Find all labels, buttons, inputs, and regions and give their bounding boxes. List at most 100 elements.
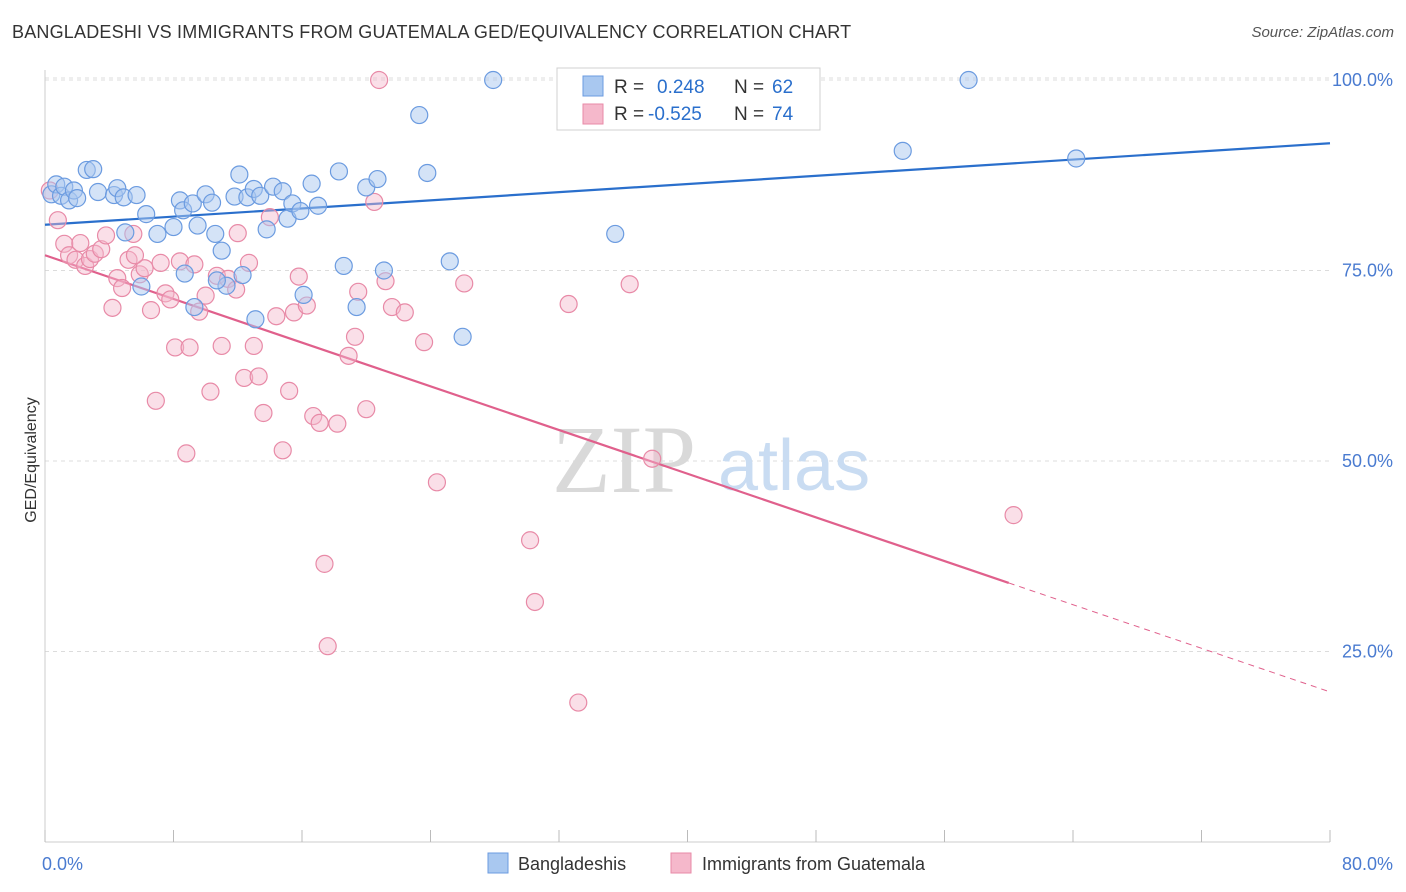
legend-swatch-pink (582, 103, 604, 125)
guatemala-point (569, 693, 588, 712)
bangladeshis-point (959, 70, 978, 90)
bangladeshis-point (257, 220, 276, 239)
bangladeshis-point (294, 285, 313, 304)
guatemala-point (141, 301, 161, 320)
guatemala-point (365, 192, 384, 212)
guatemala-point (427, 473, 447, 492)
series-bangladeshis-points (42, 70, 1086, 346)
bangladeshis-point (88, 182, 108, 202)
guatemala-point (112, 278, 132, 298)
guatemala-point (244, 336, 263, 356)
bangladeshis-point (175, 264, 194, 283)
y-tick-label: 75.0% (1342, 261, 1393, 281)
legend-r-label-1: R = (614, 77, 644, 98)
legend-n-label-2: N = (734, 104, 764, 125)
watermark: ZIP atlas (552, 406, 870, 513)
legend-n-value-2: 74 (772, 104, 794, 125)
bangladeshis-point (308, 196, 328, 215)
grid-lines (45, 77, 1330, 652)
guatemala-point (177, 444, 196, 463)
bangladeshis-point (302, 174, 321, 193)
bangladeshis-point (212, 241, 231, 260)
bangladeshis-point (246, 310, 265, 329)
bangladeshis-point (418, 163, 437, 183)
guatemala-point (318, 637, 337, 656)
guatemala-point (273, 441, 292, 460)
guatemala-point (254, 403, 273, 423)
guatemala-point (1004, 506, 1023, 525)
bangladeshis-point (188, 216, 207, 235)
trend-line (44, 142, 1331, 226)
legend-n-value-1: 62 (772, 77, 793, 98)
guatemala-point (289, 267, 308, 286)
legend-swatch-blue (582, 75, 604, 97)
guatemala-point (180, 338, 199, 357)
guatemala-point (156, 284, 175, 303)
bangladeshis-point (137, 205, 156, 224)
guatemala-point (520, 531, 540, 550)
guatemala-point (395, 303, 414, 322)
guatemala-point (212, 336, 231, 356)
stats-legend: R = 0.248 N = 62 R = -0.525 N = 74 (556, 67, 821, 131)
bangladeshis-point (1067, 149, 1086, 168)
y-axis-title: GED/Equivalency (23, 397, 40, 522)
guatemala-point (135, 259, 154, 278)
trend-line (1008, 582, 1331, 693)
guatemala-point (249, 367, 268, 386)
bangladeshis-point (148, 224, 167, 244)
bangladeshis-point (202, 193, 222, 212)
guatemala-point (66, 250, 85, 269)
x-tick-label: 80.0% (1342, 854, 1393, 874)
guatemala-point (525, 592, 545, 612)
legend-bangladeshis-swatch (487, 852, 509, 874)
bangladeshis-point (185, 297, 204, 317)
guatemala-point (349, 282, 368, 301)
series-legend: Bangladeshis Immigrants from Guatemala (487, 852, 926, 874)
guatemala-point (310, 413, 329, 432)
guatemala-point (96, 226, 116, 245)
guatemala-point (108, 269, 127, 288)
guatemala-point (370, 70, 389, 90)
legend-n-label-1: N = (734, 77, 764, 98)
guatemala-point (125, 246, 145, 265)
bangladeshis-point (127, 185, 146, 205)
legend-r-label-2: R = (614, 104, 644, 125)
legend-guatemala-swatch (670, 852, 692, 874)
legend-bangladeshis-label: Bangladeshis (518, 854, 626, 874)
guatemala-point (146, 391, 165, 410)
guatemala-point (414, 333, 434, 352)
bangladeshis-point (368, 169, 387, 189)
bangladeshis-point (132, 277, 151, 296)
guatemala-point (235, 368, 254, 388)
x-tick-label: 0.0% (42, 854, 83, 874)
legend-r-value-2: -0.525 (648, 104, 702, 125)
guatemala-point (357, 400, 376, 419)
guatemala-point (48, 211, 67, 230)
bangladeshis-point (183, 194, 202, 213)
bangladeshis-point (484, 70, 503, 90)
source-label: Source: ZipAtlas.com (1251, 24, 1394, 41)
guatemala-point (345, 327, 365, 346)
bangladeshis-point (410, 105, 429, 125)
guatemala-point (304, 406, 323, 426)
guatemala-point (103, 298, 122, 317)
guatemala-point (166, 338, 185, 357)
guatemala-point (280, 381, 299, 400)
bangladeshis-point (334, 256, 353, 276)
bangladeshis-point (347, 297, 366, 317)
trend-lines (44, 142, 1331, 693)
guatemala-point (339, 346, 358, 365)
bangladeshis-point (893, 141, 912, 160)
guatemala-point (559, 294, 578, 314)
bangladeshis-point (329, 162, 349, 181)
bangladeshis-point (164, 217, 183, 237)
guatemala-point (55, 234, 74, 253)
bangladeshis-point (606, 224, 625, 244)
bangladeshis-point (84, 160, 103, 179)
y-tick-label: 25.0% (1342, 642, 1393, 662)
guatemala-point (643, 449, 662, 468)
guatemala-point (455, 274, 474, 293)
bangladeshis-point (251, 186, 270, 205)
bangladeshis-point (116, 223, 135, 242)
